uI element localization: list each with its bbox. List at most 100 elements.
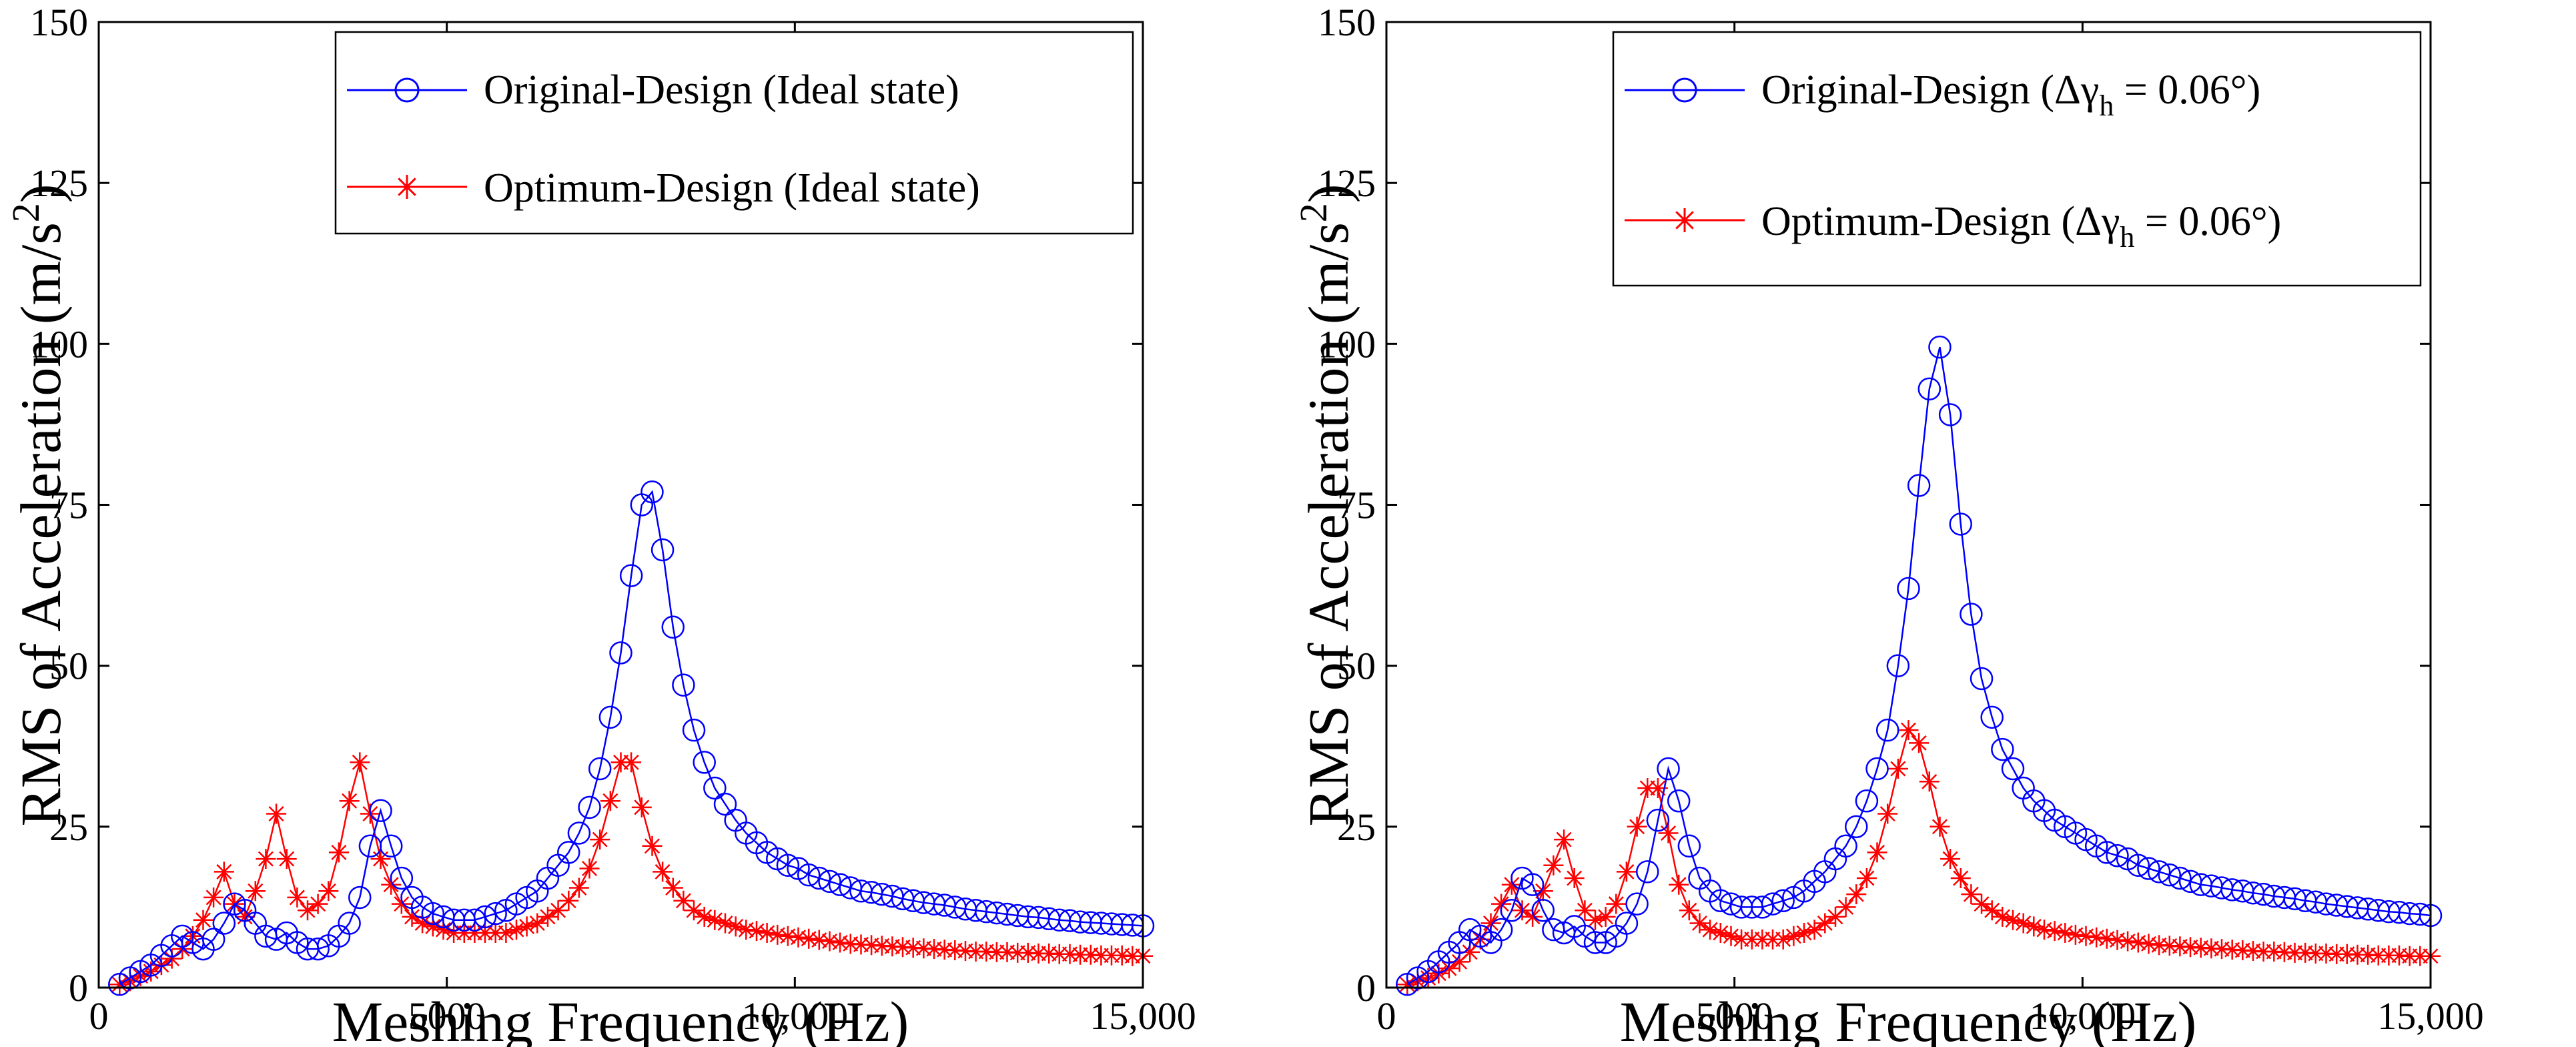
chart-b-series-1-point <box>2222 940 2242 960</box>
chart-a-series-1-point <box>402 906 422 927</box>
chart-b-series-1-point <box>1856 868 1877 888</box>
chart-b-series-0-point <box>2095 841 2119 864</box>
chart-b-series-1-point <box>1689 913 1710 934</box>
chart-a-series-1-point <box>965 942 986 962</box>
chart-b-series-0-point <box>1521 873 1545 896</box>
chart-a-ytick-label-6: 150 <box>30 1 88 44</box>
chart-a-series-1-point <box>1112 945 1132 966</box>
chart-a-series-1-point <box>621 752 642 773</box>
chart-b-series-1-point <box>2055 923 2076 943</box>
chart-b-series-0-point <box>1489 918 1513 942</box>
chart-a-series-0-point <box>828 873 852 896</box>
chart-b-series-0-point <box>1949 512 1972 536</box>
chart-a-series-0-point <box>306 937 330 961</box>
chart-a-series-1-point <box>381 874 402 895</box>
chart-b-series-1-point <box>2086 927 2107 948</box>
chart-a-series-1-point <box>475 923 495 943</box>
chart-b-series-0-point <box>1865 757 1889 781</box>
chart-b-series-1-point <box>2044 921 2065 942</box>
chart-b-series-0-point <box>1875 718 1899 742</box>
chart-a-series-1-point <box>516 916 537 937</box>
chart-a-ytick-label-4: 100 <box>30 322 88 366</box>
chart-b-series-1-point <box>1783 926 1804 946</box>
chart-a-series-1-point <box>287 887 308 908</box>
chart-a-series-1-point <box>1028 943 1049 964</box>
chart-a-series-1-point <box>976 942 997 962</box>
chart-a-series-0-point <box>672 673 695 697</box>
chart-a-series-1-point <box>851 934 871 955</box>
chart-a-series-1-point <box>527 913 548 934</box>
chart-a-series-1-point <box>663 878 683 898</box>
chart-a-series-1-point <box>986 942 1007 962</box>
chart-b-series-0-point <box>1667 789 1691 813</box>
chart-b-xlabel: Meshing Frequency (Hz) <box>1620 990 2197 1047</box>
chart-b-series-1-point <box>2118 931 2138 952</box>
chart-b-series-1-point <box>2264 942 2284 962</box>
chart-b-series-1-point <box>1972 894 1992 914</box>
chart-a-series-1-point <box>945 940 965 960</box>
chart-b-series-1-point <box>1491 894 1512 914</box>
chart-a-legend-box <box>334 31 1134 235</box>
chart-a-series-1-point <box>715 913 735 934</box>
chart-a-series-1-point <box>444 923 464 943</box>
chart-b-series-0-point <box>1709 889 1733 913</box>
chart-b-series-1-point <box>1794 923 1814 943</box>
chart-b-series-0-point <box>2168 866 2192 890</box>
chart-a-series-1-point <box>955 941 975 961</box>
chart-b-legend-star-shape <box>1673 208 1697 232</box>
chart-b-series-0-point <box>1960 603 1983 626</box>
chart-b-series-0-point <box>1771 889 1795 913</box>
chart-a-series-1-point <box>1080 944 1101 965</box>
chart-b-series-1-point <box>1606 894 1627 914</box>
chart-b-series-1-point <box>2159 936 2180 956</box>
chart-a-series-1-point <box>799 928 819 949</box>
chart-b-series-1-point <box>1815 913 1835 934</box>
chart-a-series-0-line <box>119 490 1144 986</box>
chart-b-series-1-point <box>2138 934 2159 954</box>
chart-b-series-1-point <box>2034 920 2054 940</box>
chart-b-series-1-point <box>1804 920 1825 940</box>
chart-a-series-1-point <box>757 923 777 943</box>
chart-b-series-1-point <box>2379 945 2399 966</box>
chart-b-series-1-point <box>2347 944 2368 965</box>
chart-a-series-0-point <box>212 912 236 935</box>
chart-a-series-0-point <box>682 718 706 742</box>
chart-a-series-1-point <box>1017 942 1038 963</box>
chart-b-series-1-point <box>2201 938 2222 959</box>
chart-b-series-1-point <box>1543 855 1564 876</box>
chart-b-series-0-point <box>2106 843 2129 867</box>
chart-b-series-1-point <box>1564 868 1585 888</box>
chart-a-series-1-point <box>318 881 339 902</box>
chart-a-series-1-point <box>830 932 851 953</box>
chart-a-series-1-point <box>1059 944 1080 964</box>
chart-b-series-1-point <box>2003 910 2023 930</box>
chart-a-xtick-label-1: 5000 <box>408 994 486 1038</box>
chart-b-legend-box <box>1612 31 2422 287</box>
chart-a-legend-star-shape <box>395 175 419 199</box>
chart-b-series-1-point <box>1982 900 2002 921</box>
chart-b-axes: 0 5000 10,000 15,000 0 25 50 75 100 125 150 <box>1318 1 2484 1038</box>
chart-a-series-1-point <box>642 835 663 856</box>
chart-b-series-1-point <box>1616 861 1637 882</box>
chart-b-series-1-point <box>1679 900 1699 921</box>
chart-b-series-1-point <box>1887 759 1908 779</box>
chart-a-series-1-point <box>266 803 287 824</box>
chart-b-series-1-point <box>2024 916 2044 937</box>
chart-a-series-1-point <box>684 900 704 921</box>
chart-a-series-1-point <box>412 913 433 934</box>
chart-b-series-0-point <box>1531 898 1555 922</box>
chart-b-series-1-point <box>1846 884 1867 905</box>
chart-a-series-1-point <box>213 861 234 882</box>
chart-a-series-1-point <box>861 935 882 956</box>
chart-a-series-1-point <box>245 881 266 902</box>
chart-a-series-1-point <box>819 931 840 952</box>
chart-b-ytick-label-1: 25 <box>1337 805 1376 849</box>
chart-b-series-1-point <box>1449 952 1470 972</box>
chart-b-series-1-point <box>1480 913 1501 934</box>
chart-a-series-1-point <box>840 934 861 954</box>
chart-b-series-1-point <box>1637 778 1658 798</box>
chart-b-series-1-point <box>1595 906 1616 927</box>
chart-a-series-1-point <box>1039 943 1059 964</box>
chart-a-series-1-point <box>924 939 944 960</box>
chart-a-legend-marker-optimum <box>395 175 419 199</box>
